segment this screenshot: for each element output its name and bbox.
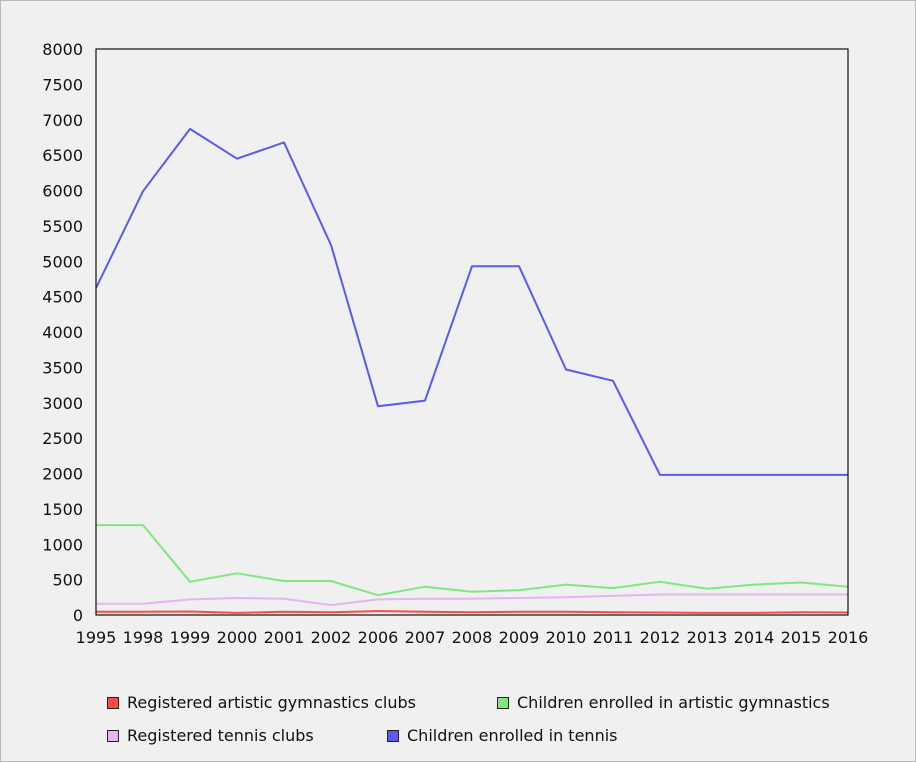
y-tick-label: 500 xyxy=(52,571,83,590)
x-tick-label: 2001 xyxy=(264,628,305,647)
series-line-1 xyxy=(96,524,849,597)
y-tick-label: 4000 xyxy=(42,323,83,342)
y-tick-label: 8000 xyxy=(42,40,83,59)
series-line-3 xyxy=(95,127,848,476)
x-tick-label: 2009 xyxy=(499,628,540,647)
x-tick-label: 2016 xyxy=(828,628,869,647)
legend-item-tennis-children: Children enrolled in tennis xyxy=(387,726,617,745)
y-tick-label: 2000 xyxy=(42,465,83,484)
series-line-0 xyxy=(96,610,849,614)
y-tick-label: 5000 xyxy=(42,252,83,271)
x-tick-label: 2013 xyxy=(687,628,728,647)
y-tick-label: 5500 xyxy=(42,217,83,236)
legend-label: Children enrolled in tennis xyxy=(407,726,618,745)
x-tick-label: 2006 xyxy=(358,628,399,647)
legend-swatch xyxy=(387,729,399,742)
y-tick-label: 0 xyxy=(73,606,83,625)
legend-label: Registered tennis clubs xyxy=(127,726,314,745)
y-tick-label: 3500 xyxy=(42,358,83,377)
x-axis: 1995 1998 1999 2000 2001 2002 2006 2007 2008 2009… xyxy=(76,628,869,647)
y-tick-label: 6500 xyxy=(42,146,83,165)
y-axis: 0 500 1000 1500 2000 2500 3000 3500 4000 4500 5000… xyxy=(42,40,83,625)
legend-item-gymnastics-children: Children enrolled in artistic gymnastics xyxy=(497,693,830,712)
x-tick-label: 1999 xyxy=(170,628,211,647)
chart-canvas: 0 500 1000 1500 2000 2500 3000 3500 4000 4500 5000… xyxy=(42,40,869,647)
x-tick-label: 2007 xyxy=(405,628,446,647)
legend-label: Registered artistic gymnastics clubs xyxy=(127,693,416,712)
series-lines xyxy=(95,127,849,614)
x-tick-label: 2015 xyxy=(781,628,822,647)
y-tick-label: 7500 xyxy=(42,75,83,94)
series-line-2 xyxy=(96,593,848,607)
y-tick-label: 3000 xyxy=(42,394,83,413)
y-tick-label: 2500 xyxy=(42,429,83,448)
legend-label: Children enrolled in artistic gymnastics xyxy=(517,693,830,712)
legend-swatch xyxy=(497,696,509,709)
x-tick-label: 2011 xyxy=(593,628,634,647)
y-tick-label: 4500 xyxy=(42,288,83,307)
x-tick-label: 2008 xyxy=(452,628,493,647)
plot-area xyxy=(95,48,849,616)
x-tick-label: 2014 xyxy=(734,628,775,647)
y-tick-label: 1500 xyxy=(42,500,83,519)
legend-item-tennis-clubs: Registered tennis clubs xyxy=(107,726,314,745)
legend-swatch xyxy=(107,696,119,709)
y-tick-label: 1000 xyxy=(42,535,83,554)
legend-item-gymnastics-clubs: Registered artistic gymnastics clubs xyxy=(107,693,416,712)
y-tick-label: 7000 xyxy=(42,111,83,130)
y-tick-label: 6000 xyxy=(42,182,83,201)
legend-swatch xyxy=(107,729,119,742)
x-tick-label: 1995 xyxy=(76,628,117,647)
x-tick-label: 2012 xyxy=(640,628,681,647)
x-tick-label: 2000 xyxy=(217,628,258,647)
x-tick-label: 2002 xyxy=(311,628,352,647)
x-tick-label: 1998 xyxy=(123,628,164,647)
x-tick-label: 2010 xyxy=(546,628,587,647)
